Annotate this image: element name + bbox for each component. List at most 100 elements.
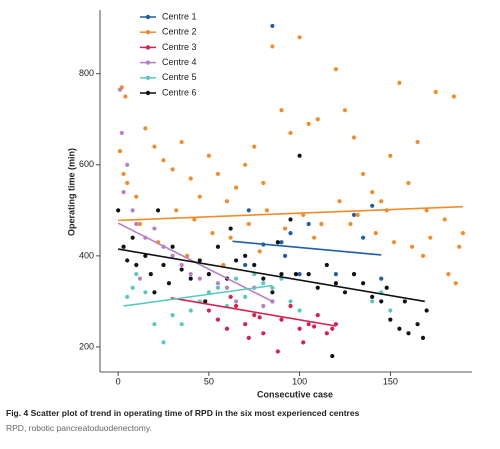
point	[121, 190, 126, 195]
point	[246, 208, 251, 213]
point	[373, 231, 378, 236]
point	[121, 171, 126, 177]
point	[143, 290, 148, 295]
point	[379, 276, 384, 281]
point	[312, 235, 317, 240]
point	[361, 171, 366, 177]
point	[288, 303, 293, 309]
point	[279, 240, 284, 245]
point	[192, 217, 197, 222]
point	[116, 208, 121, 213]
point	[446, 272, 451, 277]
point	[161, 340, 166, 345]
y-tick-label: 400	[79, 250, 94, 260]
x-axis-title: Consecutive case	[257, 389, 333, 399]
point	[351, 272, 357, 277]
point	[152, 226, 157, 231]
point	[297, 272, 302, 277]
point	[215, 244, 221, 249]
point	[130, 235, 135, 240]
point	[397, 326, 402, 331]
point	[261, 331, 266, 336]
x-tick-label: 150	[383, 376, 398, 386]
point	[123, 94, 128, 99]
point	[134, 262, 139, 268]
point	[406, 180, 411, 186]
point	[355, 212, 360, 218]
point	[297, 326, 302, 331]
point	[388, 153, 393, 158]
point	[275, 349, 280, 354]
point	[188, 272, 193, 277]
point	[297, 153, 302, 158]
caption: Fig. 4 Scatter plot of trend in operatin…	[6, 408, 359, 418]
trend-line	[118, 205, 463, 222]
point	[270, 23, 275, 29]
point	[388, 308, 393, 313]
point	[125, 294, 130, 299]
point	[215, 281, 221, 286]
point	[361, 235, 366, 240]
point	[391, 240, 397, 245]
point	[388, 317, 393, 322]
legend-label: Centre 3	[162, 42, 197, 52]
point	[282, 253, 288, 258]
legend-marker	[145, 30, 151, 35]
caption-text: Scatter plot of trend in operating time …	[30, 408, 360, 418]
point	[170, 253, 175, 258]
point	[270, 290, 275, 295]
y-axis-title: Operating time (min)	[66, 148, 76, 236]
point	[152, 290, 157, 295]
point	[206, 308, 211, 313]
point	[270, 285, 275, 290]
point	[243, 253, 248, 258]
x-tick-label: 50	[204, 376, 214, 386]
point	[224, 326, 230, 331]
point	[130, 285, 135, 290]
point	[243, 262, 248, 268]
point	[351, 212, 357, 218]
point	[428, 235, 433, 240]
point	[203, 299, 208, 304]
point	[246, 221, 251, 227]
point	[243, 162, 248, 167]
point	[121, 244, 126, 249]
point	[224, 285, 230, 290]
point	[453, 281, 458, 286]
trend-line	[232, 240, 382, 256]
x-tick-label: 100	[292, 376, 307, 386]
point	[342, 290, 348, 295]
point	[279, 108, 284, 113]
point	[306, 121, 311, 126]
point	[370, 203, 375, 208]
point	[451, 94, 456, 99]
point	[370, 190, 375, 195]
point	[233, 276, 239, 281]
point	[370, 294, 375, 299]
point	[137, 221, 143, 227]
point	[415, 139, 420, 145]
legend-marker	[145, 45, 151, 50]
chart: Consecutive case Operating time (min) 0 5…	[66, 10, 472, 399]
legend-label: Centre 2	[162, 27, 197, 37]
point	[293, 272, 299, 277]
point	[306, 322, 311, 327]
point	[252, 262, 257, 268]
point	[161, 262, 166, 268]
point	[370, 299, 375, 304]
point	[397, 80, 402, 85]
point	[315, 117, 320, 122]
point	[152, 144, 157, 149]
point	[197, 258, 202, 263]
point	[264, 208, 270, 213]
point	[134, 272, 139, 277]
point	[324, 331, 329, 336]
point	[457, 244, 462, 249]
point	[384, 285, 389, 290]
point	[315, 312, 320, 318]
point	[415, 322, 420, 327]
point	[233, 258, 239, 263]
point	[197, 276, 202, 281]
point	[297, 308, 302, 313]
